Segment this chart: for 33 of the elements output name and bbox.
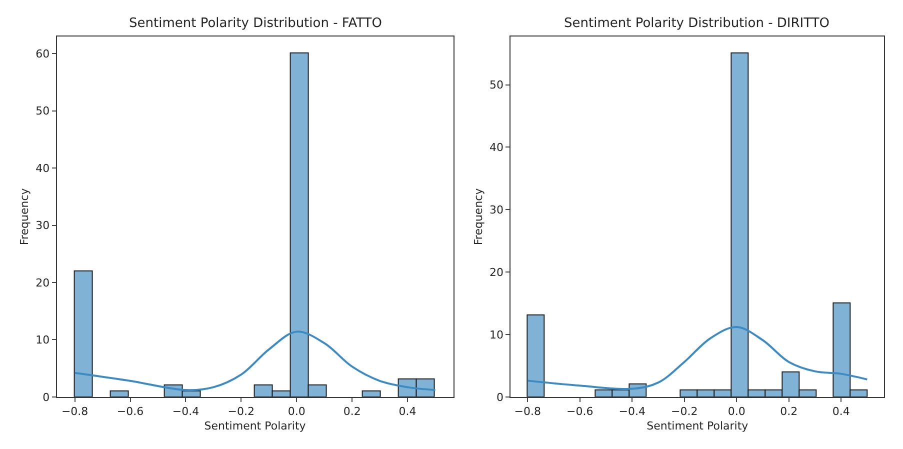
y-tick-label: 50 xyxy=(36,104,50,118)
y-tick-label: 40 xyxy=(489,141,504,154)
y-tick-label: 0 xyxy=(42,390,50,404)
x-tick-label: −0.8 xyxy=(61,405,88,418)
y-tick-label: 40 xyxy=(36,162,50,175)
y-tick-label: 10 xyxy=(489,328,504,342)
y-tick-label: 50 xyxy=(489,78,504,92)
x-tick-label: 0.4 xyxy=(398,405,416,418)
x-tick-label: 0.2 xyxy=(780,405,798,418)
y-tick-label: 60 xyxy=(36,47,50,60)
chart-title: Sentiment Polarity Distribution - FATTO xyxy=(129,16,382,31)
y-tick-label: 30 xyxy=(489,204,504,216)
chart-title: Sentiment Polarity Distribution - DIRITTO xyxy=(564,16,830,31)
x-tick-label: 0.0 xyxy=(288,405,306,418)
x-tick-label: −0.8 xyxy=(514,405,541,418)
y-tick-label: 0 xyxy=(496,390,504,404)
x-tick-label: 0.2 xyxy=(343,405,361,418)
x-tick-label: −0.4 xyxy=(172,405,200,418)
y-tick-label: 20 xyxy=(36,276,50,290)
x-axis-title: Sentiment Polarity xyxy=(646,419,749,432)
x-tick-label: −0.2 xyxy=(670,405,698,418)
y-axis-title: Frequency xyxy=(18,188,32,246)
x-tick-label: −0.6 xyxy=(116,405,144,418)
x-tick-label: −0.4 xyxy=(618,405,646,418)
x-tick-label: 0.0 xyxy=(728,405,746,418)
y-tick-label: 20 xyxy=(489,266,504,279)
x-tick-label: −0.2 xyxy=(228,405,255,418)
x-tick-label: 0.4 xyxy=(832,405,850,418)
x-tick-label: −0.6 xyxy=(566,405,594,418)
x-axis-title: Sentiment Polarity xyxy=(204,419,306,432)
y-tick-label: 10 xyxy=(36,334,50,347)
y-tick-label: 30 xyxy=(36,219,50,232)
y-axis-title: Frequency xyxy=(472,188,486,246)
